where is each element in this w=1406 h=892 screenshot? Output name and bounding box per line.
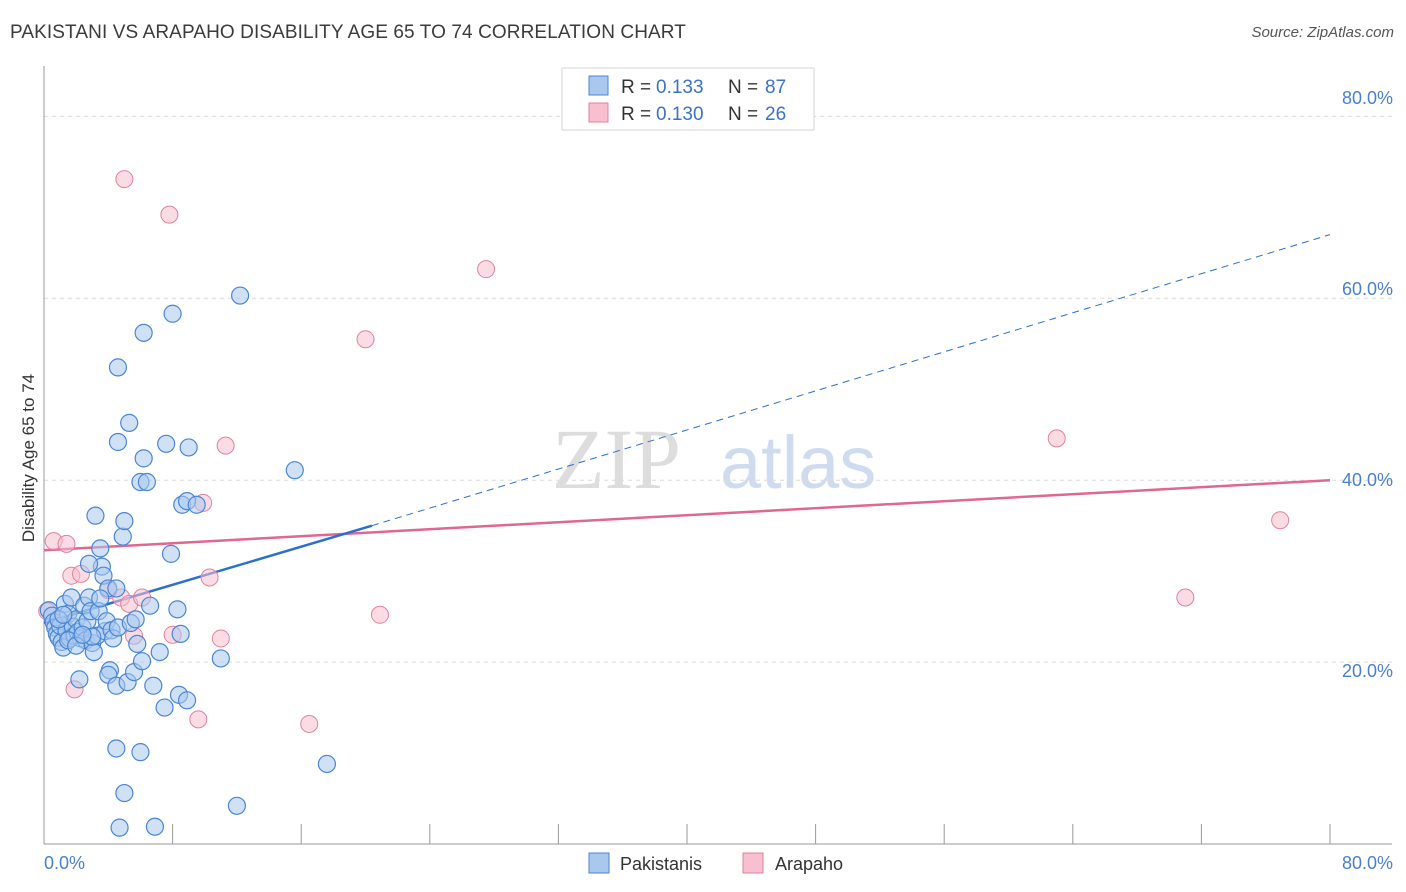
series-legend-swatch-arapaho xyxy=(742,852,764,874)
pakistanis-point-31 xyxy=(91,539,110,558)
legend-n-value-2: 26 xyxy=(765,104,786,125)
series-legend-label-pakistanis: Pakistanis xyxy=(620,854,702,874)
x-tick-label-max: 80.0% xyxy=(1342,853,1393,873)
pakistanis-point-52 xyxy=(113,527,132,546)
watermark-zip: ZIP xyxy=(552,411,681,507)
y-tick-label-20: 20.0% xyxy=(1342,661,1393,681)
pakistanis-point-67 xyxy=(110,818,129,837)
pakistanis-point-69 xyxy=(132,652,152,671)
pakistanis-point-63 xyxy=(120,413,139,432)
pakistanis-point-84 xyxy=(187,495,206,514)
stats-legend: R = 0.133 N = 87 R = 0.130 N = 26 xyxy=(561,67,815,131)
pakistanis-point-80 xyxy=(177,691,197,710)
chart-title: PAKISTANI VS ARAPAHO DISABILITY AGE 65 T… xyxy=(10,22,686,43)
pakistanis-point-91 xyxy=(317,754,337,774)
pakistanis-point-88 xyxy=(227,796,246,815)
pakistanis-point-60 xyxy=(128,634,147,654)
legend-r-label-1: R = xyxy=(621,77,651,98)
arapaho-point-22 xyxy=(477,260,496,279)
arapaho-point-20 xyxy=(356,330,375,349)
grid-lines xyxy=(44,115,1392,663)
arapaho-trend-line xyxy=(43,478,1331,552)
x-tick-label-min: 0.0% xyxy=(44,853,85,873)
pakistanis-point-70 xyxy=(140,596,160,615)
pakistanis-point-44 xyxy=(73,625,92,644)
pakistanis-point-55 xyxy=(115,783,134,803)
arapaho-point-25 xyxy=(1271,511,1290,530)
legend-r-label-2: R = xyxy=(621,104,651,125)
pakistanis-point-45 xyxy=(91,589,110,608)
legend-r-value-1: 0.133 xyxy=(656,77,704,98)
series-legend-swatch-pakistanis xyxy=(588,852,610,874)
legend-n-label-2: N = xyxy=(728,104,758,125)
pakistanis-point-85 xyxy=(157,434,176,453)
pakistanis-point-65 xyxy=(134,449,153,468)
arapaho-point-12 xyxy=(160,205,179,224)
pakistanis-point-87 xyxy=(211,649,230,668)
arapaho-point-17 xyxy=(211,629,230,648)
pakistanis-point-13 xyxy=(62,588,81,607)
y-tick-labels: 20.0% 40.0% 60.0% 80.0% xyxy=(1342,88,1393,681)
pakistanis-point-18 xyxy=(70,670,89,689)
legend-n-label-1: N = xyxy=(728,77,758,98)
arapaho-point-23 xyxy=(1047,429,1066,448)
y-axis-label: Disability Age 65 to 74 xyxy=(19,374,38,542)
pakistanis-point-73 xyxy=(150,642,169,662)
pakistanis-point-53 xyxy=(115,512,134,531)
series-legend: Pakistanis Arapaho xyxy=(588,852,843,874)
arapaho-point-16 xyxy=(200,568,219,587)
pakistanis-trend-extension xyxy=(371,234,1331,527)
pakistanis-point-62 xyxy=(108,432,128,452)
pakistanis-point-78 xyxy=(171,624,190,644)
pakistanis-point-86 xyxy=(179,438,198,457)
pakistanis-point-43 xyxy=(54,605,73,624)
pakistanis-point-74 xyxy=(155,698,174,717)
pakistanis-point-38 xyxy=(107,579,126,598)
pakistanis-point-27 xyxy=(84,642,103,662)
pakistanis-point-81 xyxy=(134,323,153,342)
pakistanis-point-66 xyxy=(137,472,156,492)
pakistanis-points xyxy=(39,286,337,837)
axes xyxy=(43,66,1392,845)
y-tick-label-40: 40.0% xyxy=(1342,470,1393,490)
pakistanis-point-51 xyxy=(79,554,99,573)
arapaho-point-18 xyxy=(216,436,235,455)
watermark-atlas: atlas xyxy=(720,421,876,504)
arapaho-point-14 xyxy=(189,710,208,729)
arapaho-point-21 xyxy=(370,605,389,624)
pakistanis-point-75 xyxy=(161,544,181,563)
legend-n-value-1: 87 xyxy=(765,77,786,98)
pakistanis-point-59 xyxy=(126,610,145,629)
arapaho-point-19 xyxy=(300,714,319,733)
pakistanis-point-54 xyxy=(107,739,126,758)
pakistanis-point-72 xyxy=(145,817,165,836)
pakistanis-point-68 xyxy=(131,743,150,762)
pakistanis-point-28 xyxy=(86,506,105,525)
arapaho-point-11 xyxy=(115,170,134,189)
pakistanis-point-71 xyxy=(144,676,163,695)
pakistanis-point-89 xyxy=(231,286,250,305)
chart-source: Source: ZipAtlas.com xyxy=(1251,24,1394,41)
pakistanis-point-90 xyxy=(285,461,304,480)
pakistanis-point-76 xyxy=(168,600,187,619)
arapaho-point-2 xyxy=(57,534,76,553)
pakistanis-point-82 xyxy=(163,304,182,323)
series-legend-label-arapaho: Arapaho xyxy=(775,854,843,874)
arapaho-point-24 xyxy=(1176,588,1195,607)
legend-r-value-2: 0.130 xyxy=(656,104,704,125)
legend-swatch-arapaho xyxy=(588,102,609,123)
legend-swatch-pakistanis xyxy=(588,75,609,96)
y-tick-label-80: 80.0% xyxy=(1342,88,1393,108)
y-tick-label-60: 60.0% xyxy=(1342,279,1393,299)
pakistanis-point-64 xyxy=(108,358,128,377)
